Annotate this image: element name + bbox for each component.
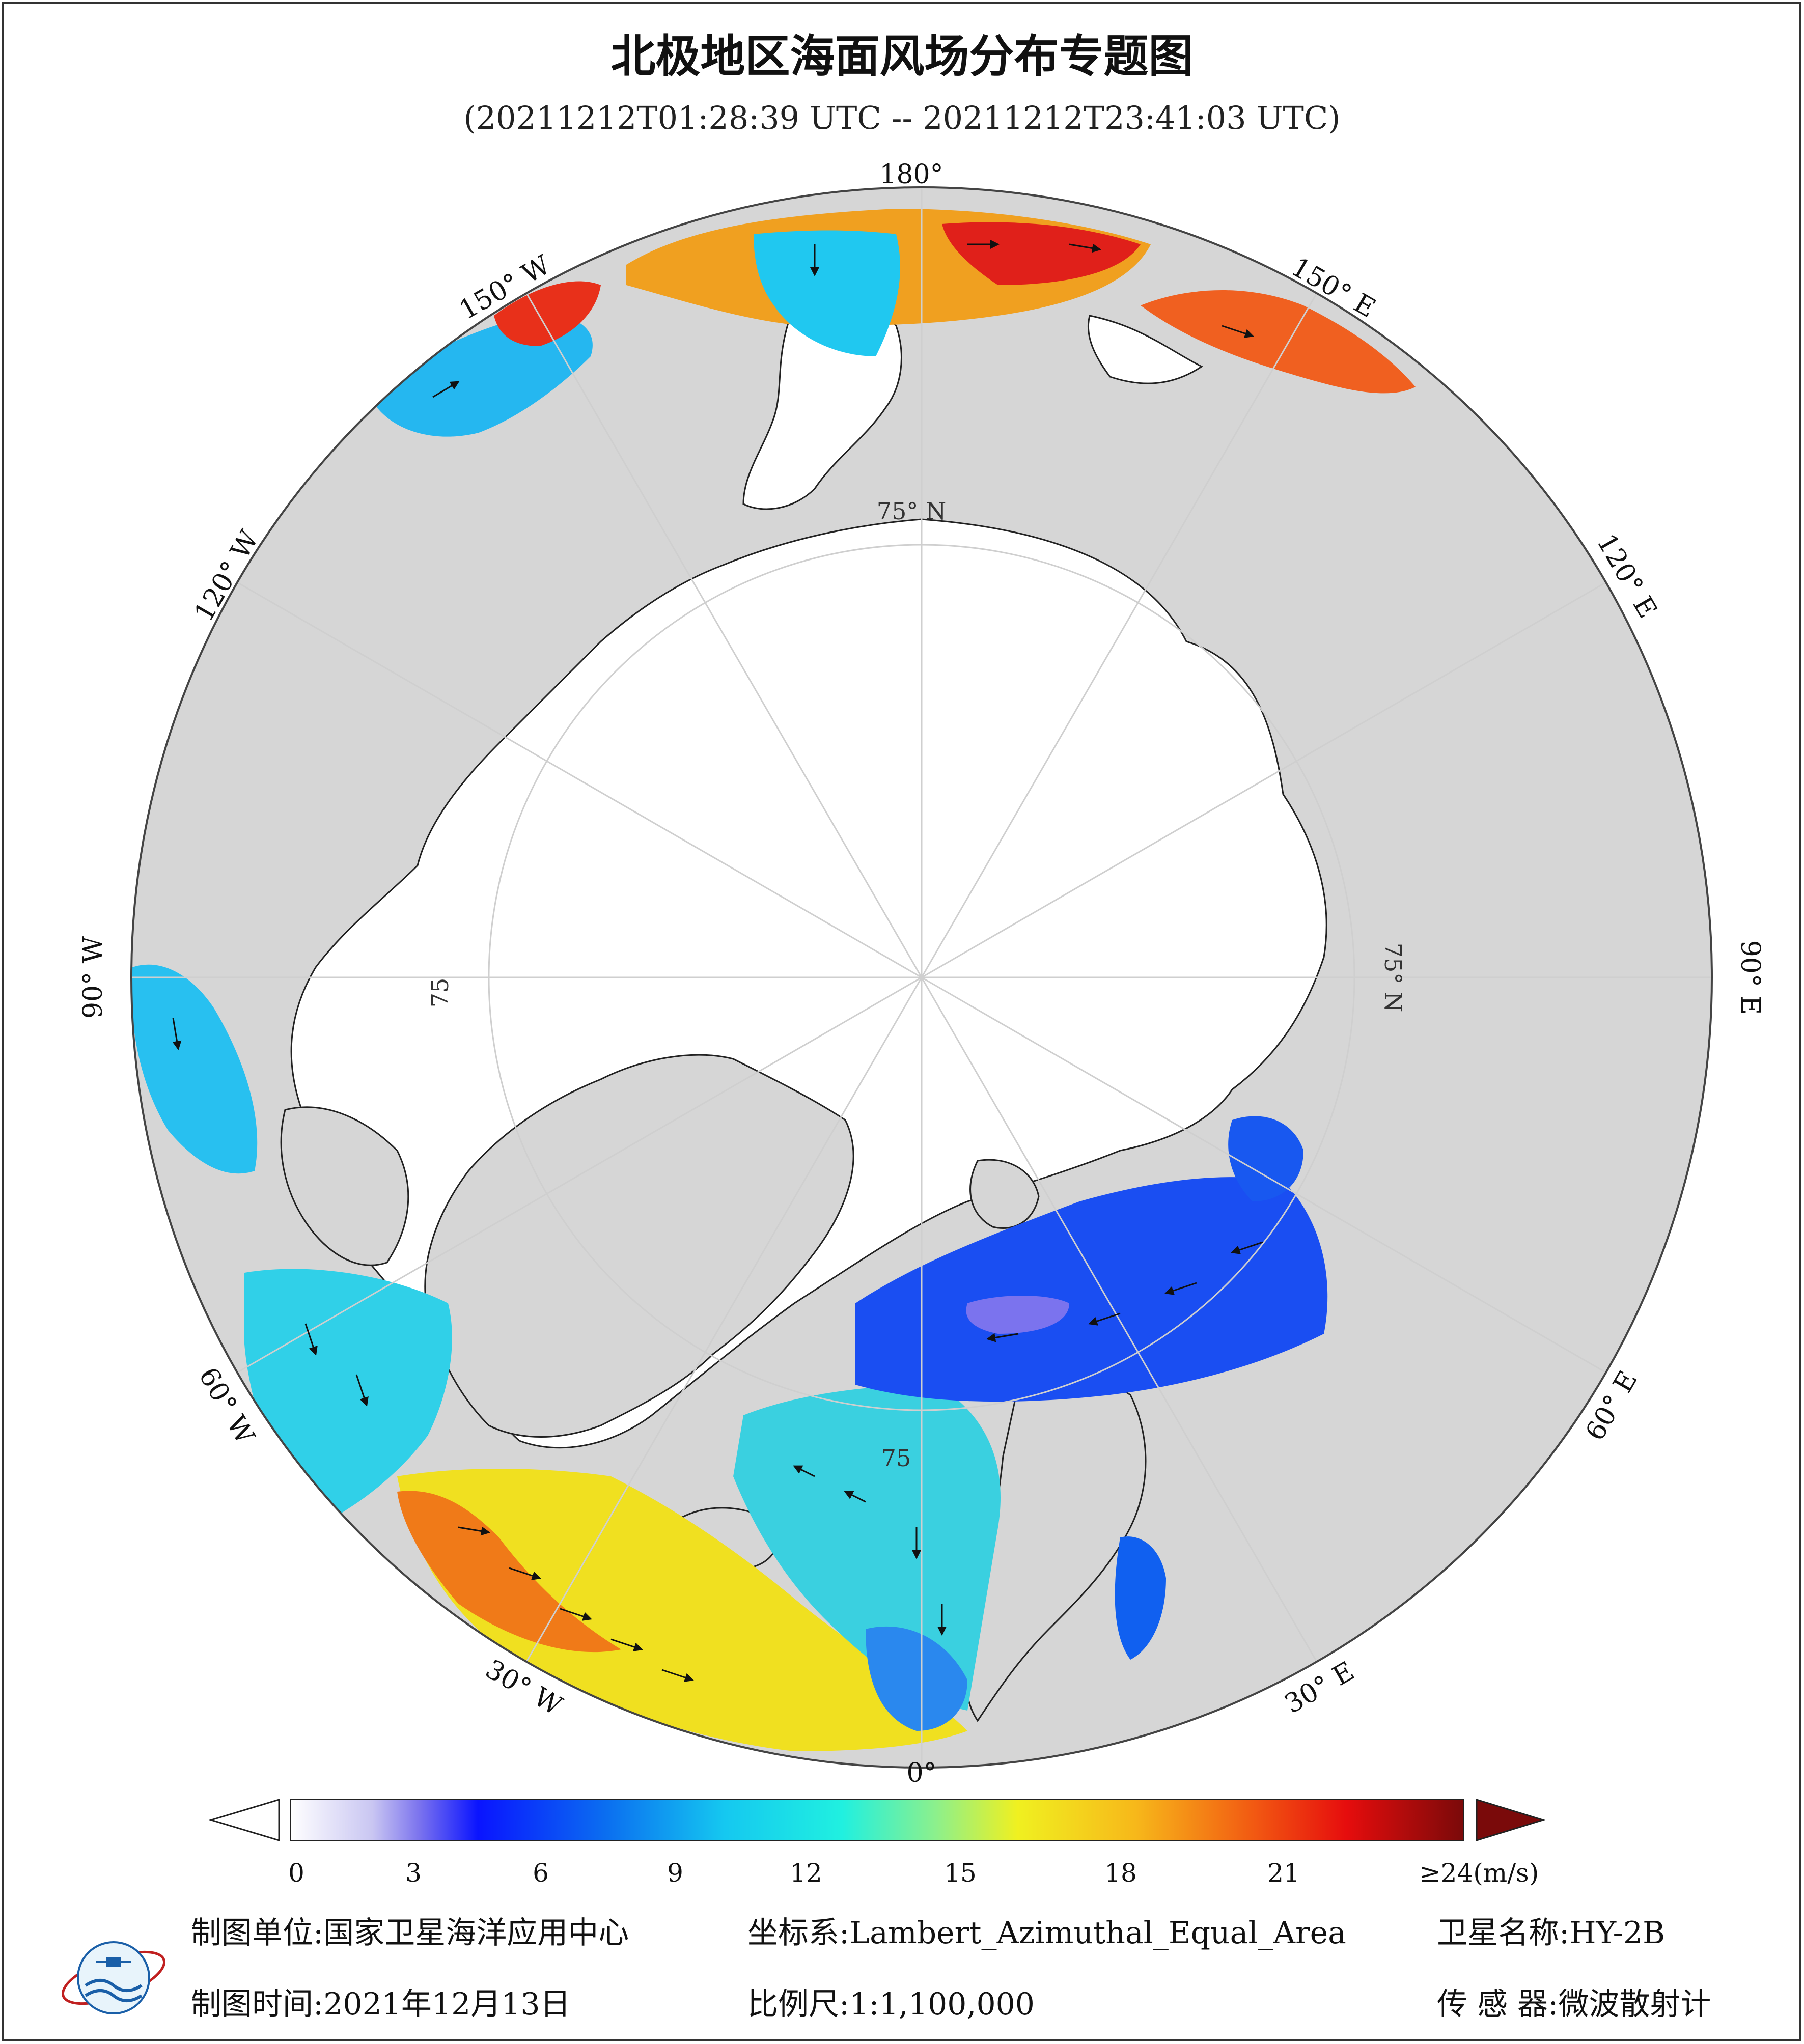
colorbar-gradient <box>290 1799 1464 1841</box>
colorbar-under-triangle <box>208 1798 280 1842</box>
wind-swath-barents-light <box>966 1296 1069 1334</box>
label-90w: 90° W <box>78 936 108 1019</box>
wind-swath-north-atlantic <box>397 1469 967 1751</box>
footer-sat-label: 卫星名称: <box>1437 1915 1570 1951</box>
wind-swath-norwegian-blue <box>866 1626 967 1731</box>
wind-arrows <box>172 240 1263 1682</box>
footer-coord: 坐标系:Lambert_Azimuthal_Equal_Area <box>747 1908 1346 1952</box>
footer-sensor-label: 传 感 器: <box>1437 1986 1559 2022</box>
wind-swath-hudson <box>131 964 258 1174</box>
colorbar-tick-15: 15 <box>944 1858 977 1888</box>
graticule <box>131 187 1712 1768</box>
label-75n-right: 75° N <box>1379 943 1407 1012</box>
footer-coord-value: Lambert_Azimuthal_Equal_Area <box>849 1915 1346 1951</box>
footer-coord-label: 坐标系: <box>747 1915 850 1951</box>
svalbard-land <box>969 1159 1040 1229</box>
colorbar-tick-21: 21 <box>1267 1858 1300 1888</box>
footer-scale: 比例尺:1:1,100,000 <box>747 1979 1035 2024</box>
footer-sat-value: HY-2B <box>1569 1915 1666 1951</box>
wind-swath-barents <box>855 1177 1328 1402</box>
colorbar <box>208 1798 1546 1842</box>
label-75-left: 75 <box>426 978 454 1008</box>
wind-swath-kara <box>1228 1116 1303 1201</box>
colorbar-tick-12: 12 <box>790 1858 822 1888</box>
label-75-bottom: 75 <box>881 1444 911 1472</box>
wind-swath-bering-red <box>942 222 1141 285</box>
wind-swath-atlantic-orange <box>397 1491 621 1653</box>
footer-unit-label: 制图单位: <box>191 1915 324 1951</box>
footer-unit-value: 国家卫星海洋应用中心 <box>323 1915 629 1951</box>
wind-swath-bering-cyan <box>754 230 900 356</box>
wind-swath-baltic <box>1115 1536 1166 1660</box>
footer-time: 制图时间:2021年12月13日 <box>191 1979 571 2024</box>
label-0: 0° <box>906 1758 936 1788</box>
footer-scale-label: 比例尺: <box>747 1986 850 2022</box>
nsoas-logo <box>61 1941 166 2014</box>
colorbar-tick-9: 9 <box>667 1858 683 1888</box>
footer-sat: 卫星名称:HY-2B <box>1437 1908 1665 1952</box>
footer-time-value: 2021年12月13日 <box>323 1986 571 2022</box>
colorbar-tick-3: 3 <box>405 1858 422 1888</box>
colorbar-over-triangle <box>1476 1798 1546 1842</box>
time-range-subtitle: (20211212T01:28:39 UTC -- 20211212T23:41… <box>463 99 1341 136</box>
colorbar-tick-18: 18 <box>1104 1858 1137 1888</box>
greenland-land <box>424 1054 854 1438</box>
map-title: 北极地区海面风场分布专题图 <box>610 30 1194 82</box>
baffin-island <box>280 1106 409 1266</box>
east-siberia-ice <box>1087 315 1203 384</box>
colorbar-tick-6: 6 <box>533 1858 549 1888</box>
footer-sensor: 传 感 器:微波散射计 <box>1437 1979 1711 2024</box>
footer-unit: 制图单位:国家卫星海洋应用中心 <box>191 1908 629 1952</box>
colorbar-tick-0: 0 <box>288 1858 304 1888</box>
label-180: 180° <box>879 159 943 190</box>
footer-time-label: 制图时间: <box>191 1986 324 2022</box>
label-75n-top: 75° N <box>877 497 946 525</box>
wind-swath-alaska-red <box>494 281 601 346</box>
label-90e: 90° E <box>1735 940 1765 1015</box>
wind-swath-kamchatka <box>1141 290 1416 394</box>
colorbar-unit-label: ≥24(m/s) <box>1419 1858 1539 1888</box>
footer-scale-value: 1:1,100,000 <box>849 1986 1035 2022</box>
footer-sensor-value: 微波散射计 <box>1558 1986 1711 2022</box>
